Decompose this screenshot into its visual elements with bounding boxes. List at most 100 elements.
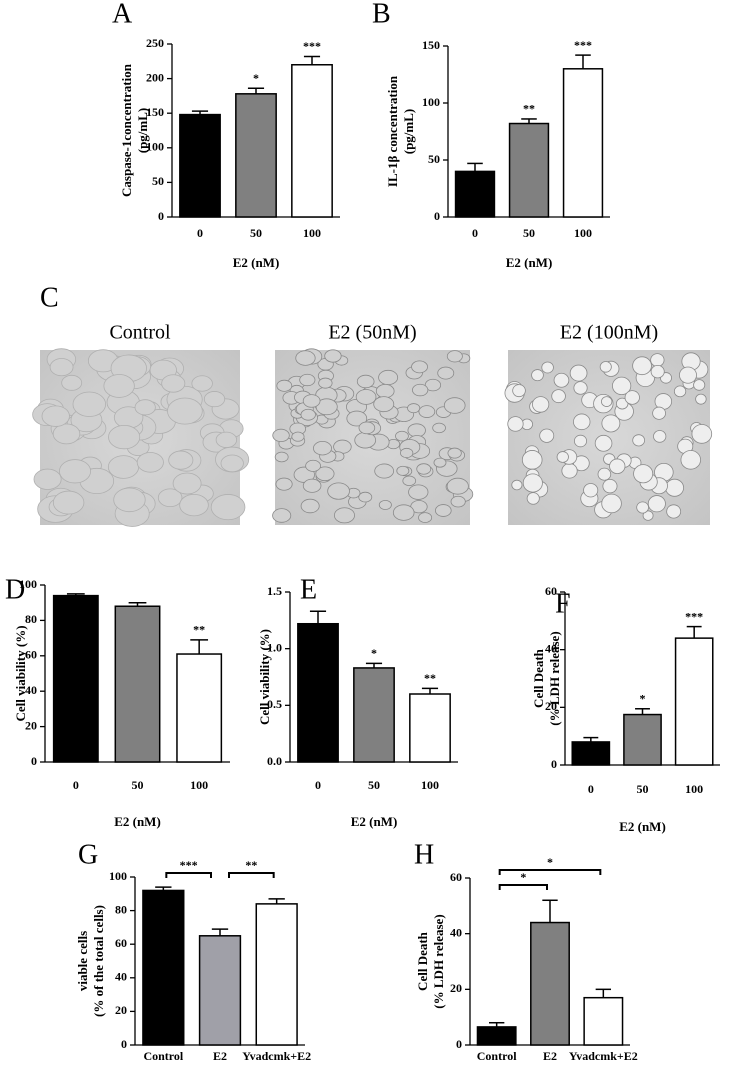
y-tick-label: 60: [545, 584, 557, 598]
bar: [176, 653, 223, 763]
bar: [291, 64, 333, 218]
cell: [679, 366, 697, 384]
bar: [476, 1026, 517, 1046]
cell: [300, 498, 320, 514]
cell: [400, 447, 414, 459]
cell: [507, 416, 524, 432]
panel-letter: H: [414, 839, 434, 870]
cell: [642, 510, 654, 521]
x-tick-label: 100: [421, 778, 439, 792]
cell: [272, 428, 290, 443]
cell: [313, 440, 332, 456]
cell: [203, 391, 226, 408]
y-axis-label: (pg/mL): [401, 109, 416, 155]
x-tick-label: 0: [315, 778, 321, 792]
x-tick-label: E2: [543, 1049, 557, 1063]
y-tick-label: 0: [434, 209, 440, 223]
cell: [318, 377, 333, 389]
bar: [235, 93, 277, 218]
significance: *: [371, 646, 377, 660]
bar: [198, 935, 242, 1046]
cell: [522, 473, 543, 493]
panel-letter: G: [78, 839, 98, 870]
significance-bracket: [498, 884, 548, 890]
cell: [652, 406, 666, 420]
bar: [508, 122, 550, 218]
cell: [33, 468, 62, 490]
cell: [274, 451, 289, 463]
significance-bracket: [165, 872, 212, 878]
y-tick-label: 150: [146, 105, 164, 119]
cell: [433, 457, 447, 468]
cell: [210, 494, 246, 521]
cell: [108, 424, 141, 450]
x-tick-label: 50: [368, 778, 380, 792]
cell: [407, 403, 421, 414]
y-tick-label: 0: [31, 754, 37, 768]
y-tick-label: 200: [146, 70, 164, 84]
cell: [551, 389, 566, 404]
cell: [695, 393, 707, 405]
cell: [134, 399, 156, 416]
significance: *: [253, 71, 259, 85]
cell: [373, 396, 395, 413]
cell: [378, 499, 392, 510]
cell: [392, 504, 415, 521]
cell: [61, 374, 83, 391]
cell: [103, 374, 135, 398]
cell: [324, 349, 342, 363]
cell: [408, 484, 429, 500]
x-tick-label: 50: [523, 226, 535, 240]
y-axis-label: viable cells: [75, 931, 90, 991]
cell: [632, 434, 645, 447]
y-tick-label: 1.5: [267, 584, 282, 598]
cell: [402, 475, 417, 487]
cell: [215, 431, 238, 448]
cell: [612, 376, 632, 395]
bar: [353, 667, 395, 763]
cell: [355, 389, 377, 405]
bar: [255, 903, 298, 1046]
x-tick-label: 100: [190, 778, 208, 792]
cell: [220, 454, 244, 473]
cell: [168, 450, 194, 470]
cell: [653, 430, 667, 443]
cell: [358, 421, 376, 435]
y-tick-label: 20: [115, 1003, 127, 1017]
x-tick-label: 50: [132, 778, 144, 792]
y-tick-label: 40: [25, 683, 37, 697]
bar: [409, 693, 451, 763]
panel-letter: A: [112, 0, 133, 29]
y-tick-label: 60: [25, 648, 37, 662]
y-tick-label: 250: [146, 36, 164, 50]
y-axis-label: Cell Death: [531, 648, 546, 708]
y-tick-label: 50: [428, 152, 440, 166]
cell: [599, 361, 612, 373]
x-tick-label: 50: [250, 226, 262, 240]
bar: [454, 170, 496, 218]
cell: [665, 478, 684, 497]
y-axis-label: IL-1β concentration: [385, 75, 400, 187]
x-tick-label: 0: [73, 778, 79, 792]
y-tick-label: 80: [25, 612, 37, 626]
image-caption: Control: [109, 322, 171, 344]
cell: [573, 413, 591, 431]
cell: [597, 467, 612, 481]
x-axis-label: E2 (nM): [233, 255, 280, 270]
panel-letter: E: [300, 574, 317, 605]
cell: [315, 466, 335, 482]
y-tick-label: 20: [450, 981, 462, 995]
x-tick-label: 0: [588, 782, 594, 796]
significance: *: [520, 870, 526, 884]
cell: [512, 384, 526, 398]
cell: [541, 361, 554, 374]
cell: [601, 396, 613, 407]
cell: [416, 463, 432, 475]
x-tick-label: 100: [574, 226, 592, 240]
y-axis-label: (% LDH release): [547, 631, 562, 725]
cell: [411, 360, 428, 374]
x-tick-label: Control: [477, 1049, 517, 1063]
x-axis-label: E2 (nM): [114, 814, 161, 829]
cell: [583, 483, 599, 498]
y-tick-label: 20: [25, 718, 37, 732]
